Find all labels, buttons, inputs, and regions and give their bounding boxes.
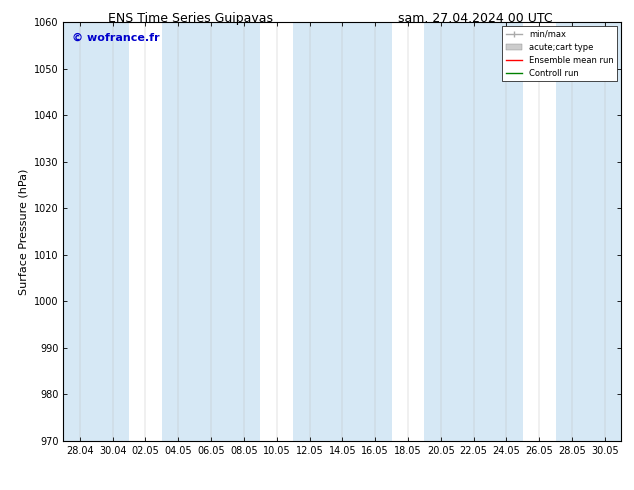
Text: sam. 27.04.2024 00 UTC: sam. 27.04.2024 00 UTC bbox=[398, 12, 553, 25]
Bar bbox=[293, 22, 392, 441]
Bar bbox=[555, 22, 621, 441]
Y-axis label: Surface Pressure (hPa): Surface Pressure (hPa) bbox=[18, 169, 29, 294]
Text: © wofrance.fr: © wofrance.fr bbox=[72, 32, 159, 43]
Legend: min/max, acute;cart type, Ensemble mean run, Controll run: min/max, acute;cart type, Ensemble mean … bbox=[502, 26, 617, 81]
Bar bbox=[63, 22, 129, 441]
Bar bbox=[162, 22, 261, 441]
Bar bbox=[424, 22, 523, 441]
Text: ENS Time Series Guipavas: ENS Time Series Guipavas bbox=[108, 12, 273, 25]
